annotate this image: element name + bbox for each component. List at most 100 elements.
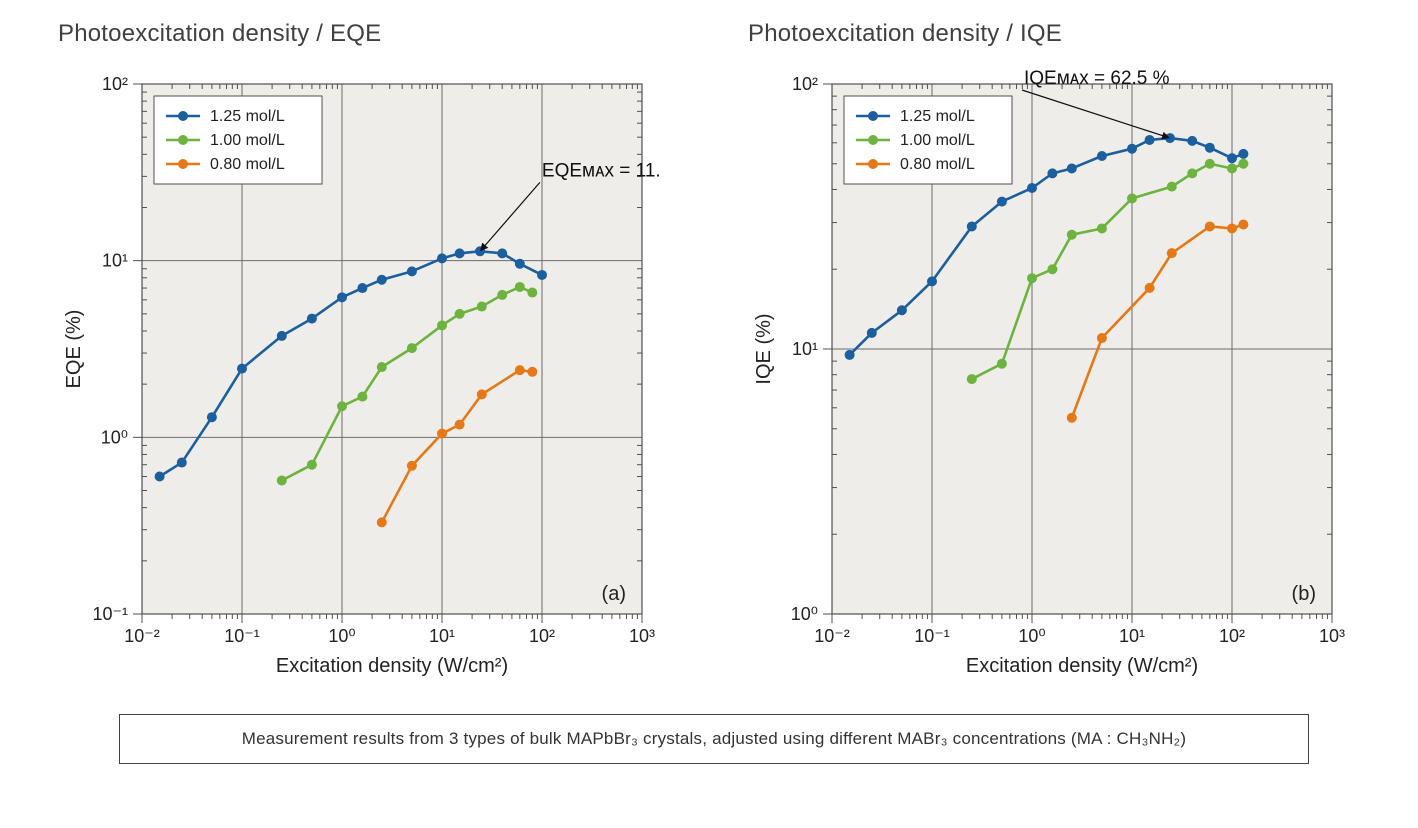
series-marker [1047,264,1057,274]
panel-a-title: Photoexcitation density / EQE [58,20,660,48]
series-marker [1145,283,1155,293]
series-marker [337,292,347,302]
series-marker [437,429,447,439]
annotation-label: IQEᴍᴀx = 62.5 % [1024,68,1170,89]
series-marker [1097,333,1107,343]
series-marker [207,412,217,422]
svg-text:10³: 10³ [1319,626,1345,646]
series-marker [1227,153,1237,163]
svg-text:10²: 10² [529,626,555,646]
svg-text:10⁻²: 10⁻² [124,626,160,646]
series-marker [177,458,187,468]
series-marker [1027,183,1037,193]
svg-text:10²: 10² [102,74,128,94]
series-marker [1187,136,1197,146]
series-marker [307,460,317,470]
series-marker [1167,182,1177,192]
svg-text:10¹: 10¹ [1119,626,1145,646]
series-marker [967,374,977,384]
series-marker [407,343,417,353]
legend-label: 0.80 mol/L [210,156,285,173]
legend-label: 1.00 mol/L [210,132,285,149]
series-marker [1067,163,1077,173]
chart-b: 10⁻²10⁻¹10⁰10¹10²10³10⁰10¹10²IQEᴍᴀx = 62… [740,64,1350,684]
series-marker [845,350,855,360]
series-marker [455,420,465,430]
series-marker [357,283,367,293]
series-marker [377,362,387,372]
svg-text:10¹: 10¹ [429,626,455,646]
y-axis-label: IQE (%) [753,313,775,384]
series-marker [1145,135,1155,145]
panel-label: (a) [602,583,626,605]
series-marker [1167,248,1177,258]
series-marker [1205,143,1215,153]
series-marker [455,309,465,319]
svg-text:10⁻²: 10⁻² [814,626,850,646]
x-axis-label: Excitation density (W/cm²) [966,655,1198,677]
svg-text:10²: 10² [1219,626,1245,646]
svg-text:10⁰: 10⁰ [328,626,355,646]
series-marker [277,331,287,341]
series-marker [1238,149,1248,159]
series-marker [155,472,165,482]
series-marker [1127,193,1137,203]
series-marker [477,389,487,399]
series-marker [927,276,937,286]
series-marker [237,364,247,374]
series-marker [1205,221,1215,231]
series-marker [1067,230,1077,240]
series-marker [497,248,507,258]
series-marker [497,290,507,300]
series-marker [515,365,525,375]
series-marker [1097,223,1107,233]
series-marker [377,517,387,527]
svg-text:10³: 10³ [629,626,655,646]
series-marker [277,475,287,485]
series-marker [377,275,387,285]
series-marker [997,359,1007,369]
series-marker [515,282,525,292]
svg-text:10⁰: 10⁰ [1018,626,1045,646]
series-marker [337,401,347,411]
svg-text:10¹: 10¹ [102,251,128,271]
series-marker [437,320,447,330]
series-marker [867,328,877,338]
svg-text:10⁻¹: 10⁻¹ [914,626,950,646]
legend-label: 1.25 mol/L [900,108,975,125]
svg-text:10⁻¹: 10⁻¹ [224,626,260,646]
series-marker [515,259,525,269]
annotation-label: EQEᴍᴀx = 11.3 % [542,160,660,181]
series-marker [527,288,537,298]
figure-caption: Measurement results from 3 types of bulk… [119,714,1309,764]
series-marker [1205,159,1215,169]
series-marker [1067,413,1077,423]
series-marker [477,302,487,312]
chart-a: 10⁻²10⁻¹10⁰10¹10²10³10⁻¹10⁰10¹10²EQEᴍᴀx … [50,64,660,684]
y-axis-label: EQE (%) [63,310,85,389]
series-marker [1238,159,1248,169]
svg-text:10⁰: 10⁰ [791,604,818,624]
series-marker [1227,223,1237,233]
series-marker [1227,163,1237,173]
panel-b-title: Photoexcitation density / IQE [748,20,1350,48]
x-axis-label: Excitation density (W/cm²) [276,655,508,677]
series-marker [897,305,907,315]
series-marker [437,253,447,263]
series-marker [407,266,417,276]
svg-text:10¹: 10¹ [792,339,818,359]
series-marker [997,197,1007,207]
panels-row: Photoexcitation density / EQE 10⁻²10⁻¹10… [50,20,1378,684]
svg-text:10⁻¹: 10⁻¹ [92,604,128,624]
series-marker [1027,273,1037,283]
series-marker [455,248,465,258]
series-marker [307,314,317,324]
page: Photoexcitation density / EQE 10⁻²10⁻¹10… [0,0,1418,828]
svg-text:10⁰: 10⁰ [101,427,128,447]
series-marker [357,392,367,402]
series-marker [1187,168,1197,178]
series-marker [1047,168,1057,178]
series-marker [1127,144,1137,154]
series-marker [537,270,547,280]
series-marker [527,367,537,377]
